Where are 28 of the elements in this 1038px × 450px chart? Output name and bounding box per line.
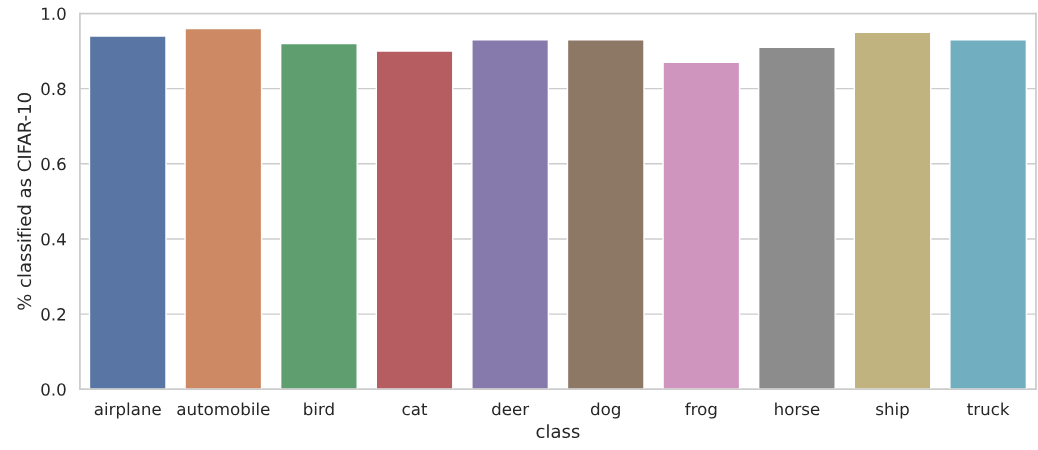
y-tick-label: 0.0 <box>41 383 66 396</box>
x-axis-title: class <box>536 424 580 439</box>
x-tick-label: horse <box>775 402 820 416</box>
x-tick-label: deer <box>492 402 530 416</box>
y-tick-label: 0.6 <box>41 157 66 171</box>
x-tick-label: frog <box>685 402 717 419</box>
bar <box>88 35 167 390</box>
y-tick-label: 1.0 <box>42 7 66 21</box>
bar <box>949 39 1028 390</box>
y-tick-label: 0.2 <box>41 308 66 321</box>
x-tick-label: ship <box>876 402 909 419</box>
x-tick-label: dog <box>590 402 620 419</box>
x-tick-label: automobile <box>177 402 270 416</box>
bar <box>279 42 358 390</box>
x-tick-label: truck <box>967 402 1010 416</box>
bar <box>184 27 263 390</box>
bar <box>662 61 741 390</box>
bar <box>853 31 932 390</box>
y-axis-title: % classified as CIFAR-10 <box>17 93 32 310</box>
y-tick-label: 0.4 <box>41 232 66 246</box>
bar <box>757 46 836 390</box>
bar <box>375 50 454 390</box>
x-tick-label: bird <box>304 402 334 416</box>
bar <box>566 39 645 390</box>
y-tick-label: 0.8 <box>41 82 66 96</box>
bar <box>471 39 550 390</box>
x-tick-label: airplane <box>94 402 161 419</box>
x-tick-label: cat <box>402 403 428 416</box>
